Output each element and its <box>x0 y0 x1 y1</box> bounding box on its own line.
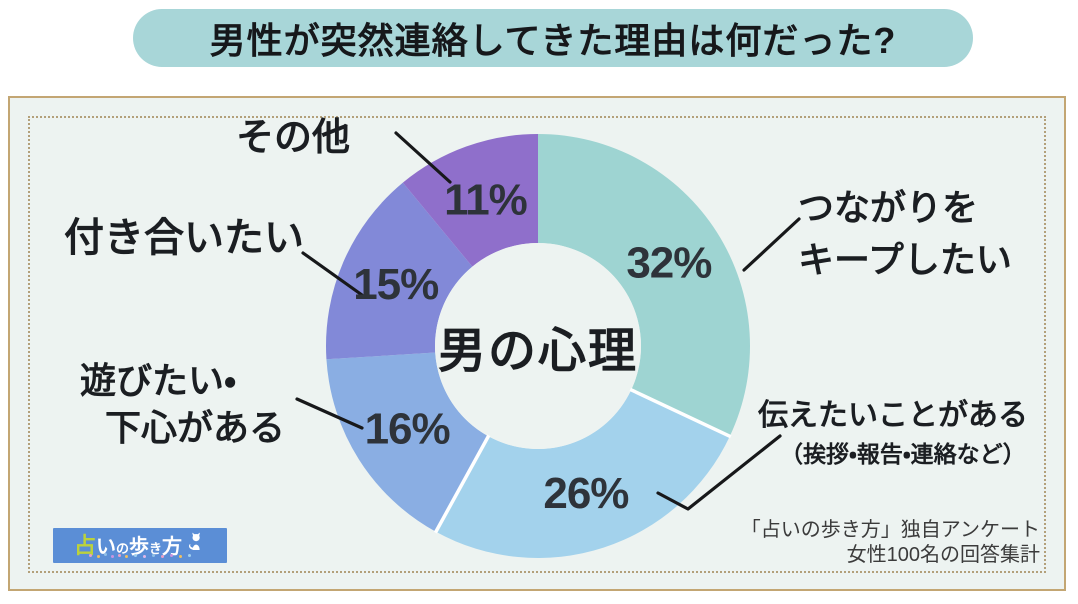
callout-other-label: その他 <box>236 117 351 159</box>
cat-icon <box>189 532 201 550</box>
logo-text: 占いの歩き方 <box>74 527 206 560</box>
callout-play-line2: 下心がある <box>105 406 286 448</box>
logo-sparkles <box>89 554 92 557</box>
page-title: 男性が突然連絡してきた理由は何だった? <box>209 20 897 61</box>
source-line1: 「占いの歩き方」独自アンケート <box>740 519 1040 541</box>
logo-char: 方 <box>162 536 183 558</box>
callout-play-line1: 遊びたい・ <box>80 360 237 401</box>
callout-date-label: 付き合いたい <box>64 216 304 260</box>
source-line2: 女性100名の回答集計 <box>846 544 1040 566</box>
title-banner: 男性が突然連絡してきた理由は何だった? <box>133 9 973 67</box>
logo-char: の <box>115 541 129 556</box>
logo-char: い <box>95 536 116 558</box>
site-logo: 占いの歩き方 <box>53 528 227 563</box>
callout-tell-line1: 伝えたいことがある <box>758 399 1028 432</box>
logo-char-accent: 占 <box>73 533 96 558</box>
callout-date: 付き合いたい <box>64 212 304 264</box>
logo-char: き <box>149 541 163 556</box>
callout-keep: つながりを キープしたい <box>798 182 1012 286</box>
source-attribution: 「占いの歩き方」独自アンケート 女性100名の回答集計 <box>741 518 1040 568</box>
callout-keep-line2: キープしたい <box>798 239 1012 281</box>
callout-play: 遊びたい・ 下心がある <box>80 358 285 452</box>
callout-tell: 伝えたいことがある （挨拶・報告・連絡など） <box>758 396 1028 470</box>
callout-other: その他 <box>236 114 350 163</box>
callout-tell-line2: （挨拶・報告・連絡など） <box>780 441 1026 467</box>
callout-keep-line1: つながりを <box>798 187 979 228</box>
dotted-border <box>28 116 1046 573</box>
chart-center-label: 男の心理 <box>437 325 639 378</box>
logo-char: 歩 <box>129 536 149 558</box>
